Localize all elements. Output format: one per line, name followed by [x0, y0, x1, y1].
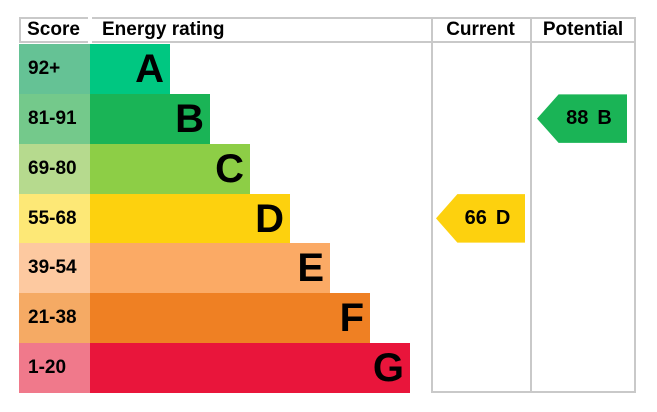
score-range-f: 21-38 — [19, 293, 90, 344]
band-bar-e: E — [90, 243, 330, 294]
potential-column-left-border — [530, 17, 532, 393]
energy-rating-column-header: Energy rating — [102, 19, 225, 40]
band-letter-b: B — [175, 96, 204, 141]
band-letter-e: E — [297, 246, 324, 291]
table-bottom-border — [431, 391, 636, 393]
table-right-border — [634, 17, 636, 393]
score-range-e: 39-54 — [19, 243, 90, 294]
band-bar-f: F — [90, 293, 370, 344]
band-row-b: 81-91 B — [19, 93, 431, 144]
current-column-left-border — [431, 17, 433, 393]
band-row-a: 92+ A — [19, 44, 431, 94]
potential-rating-arrow: 88 B — [537, 94, 627, 143]
band-bar-c: C — [90, 143, 250, 194]
band-letter-c: C — [215, 146, 244, 191]
score-range-g: 1-20 — [19, 343, 90, 394]
band-row-c: 69-80 C — [19, 143, 431, 194]
band-row-f: 21-38 F — [19, 293, 431, 344]
score-column-header: Score — [27, 19, 80, 40]
potential-column-header: Potential — [542, 19, 624, 40]
potential-rating-letter: B — [597, 107, 612, 130]
current-rating-letter: D — [495, 206, 511, 229]
band-bar-b: B — [90, 93, 210, 144]
table-top-border-left — [19, 17, 88, 19]
potential-rating-value: 88 — [566, 107, 589, 130]
score-range-d: 55-68 — [19, 193, 90, 244]
band-letter-f: F — [339, 296, 364, 341]
score-range-c: 69-80 — [19, 143, 90, 194]
band-letter-a: A — [135, 46, 164, 91]
band-letter-g: G — [372, 346, 404, 391]
score-range-a: 92+ — [19, 44, 90, 94]
band-bar-d: D — [90, 193, 290, 244]
band-row-d: 55-68 D — [19, 193, 431, 244]
current-column-header: Current — [446, 19, 515, 40]
header-bottom-border-right — [431, 41, 636, 43]
band-letter-d: D — [255, 196, 284, 241]
table-top-border-right — [431, 17, 636, 19]
header-bottom-border-left — [19, 41, 88, 43]
band-row-g: 1-20 G — [19, 343, 431, 394]
current-rating-arrow: 66 D — [436, 194, 525, 243]
header-left-border — [19, 17, 21, 43]
band-row-e: 39-54 E — [19, 243, 431, 294]
table-top-border-mid — [92, 17, 431, 19]
current-rating-value: 66 — [464, 206, 487, 229]
band-rows: 92+ A 81-91 B 69-80 C 55-68 D 39-54 — [19, 44, 431, 394]
header-bottom-border-mid — [92, 41, 431, 43]
band-bar-g: G — [90, 343, 410, 394]
band-bar-a: A — [90, 44, 170, 94]
score-range-b: 81-91 — [19, 93, 90, 144]
